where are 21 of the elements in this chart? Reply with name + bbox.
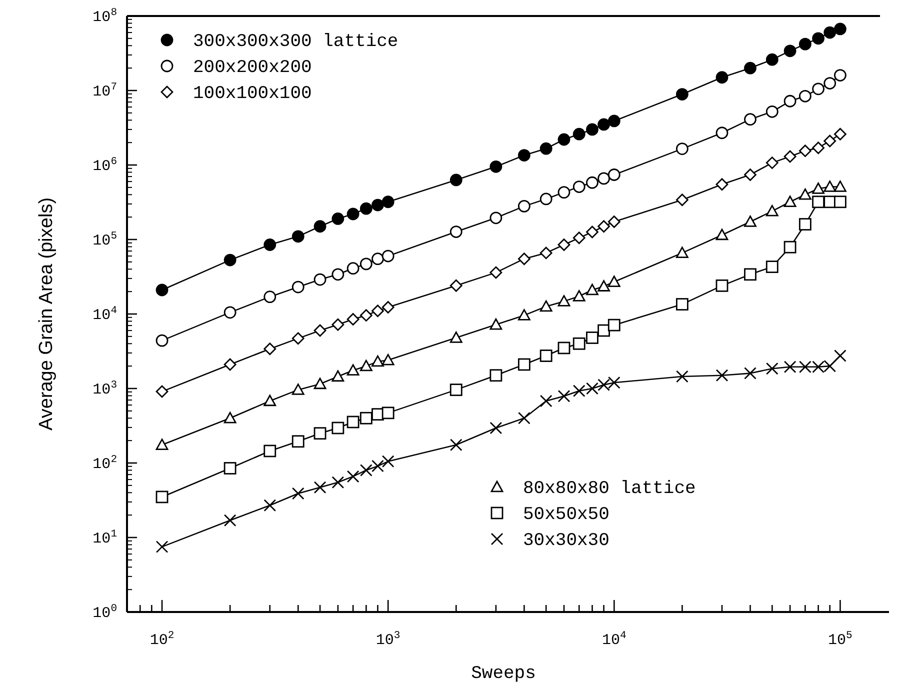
x-tick-label: 10$^{2}$ (150, 630, 174, 649)
y-tick-label: 10$^{4}$ (92, 305, 117, 324)
x-tick-label: 10$^{3}$ (376, 630, 400, 649)
y-tick-label: 10$^{8}$ (92, 7, 117, 26)
legend-label: 50x50x50 (523, 505, 610, 525)
legend-label: 100x100x100 (193, 84, 312, 104)
legend-label: 300x300x300 lattice (193, 32, 398, 52)
x-axis-title: Sweeps (471, 664, 536, 684)
x-tick-label: 10$^{4}$ (602, 630, 626, 649)
legend-label: 80x80x80 lattice (523, 479, 696, 499)
y-axis-title: Average Grain Area (pixels) (36, 197, 57, 431)
y-tick-label: 10$^{2}$ (92, 454, 117, 473)
y-tick-label: 10$^{5}$ (92, 230, 117, 250)
y-tick-label: 10$^{3}$ (92, 380, 117, 398)
y-tick-label: 10$^{0}$ (92, 603, 117, 622)
y-tick-label: 10$^{6}$ (92, 156, 117, 175)
y-tick-label: 10$^{1}$ (92, 528, 117, 548)
legend-label: 200x200x200 (193, 58, 312, 78)
y-tick-label: 10$^{7}$ (92, 82, 117, 100)
legend-label: 30x30x30 (523, 531, 610, 551)
x-tick-label: 10$^{5}$ (828, 630, 852, 649)
